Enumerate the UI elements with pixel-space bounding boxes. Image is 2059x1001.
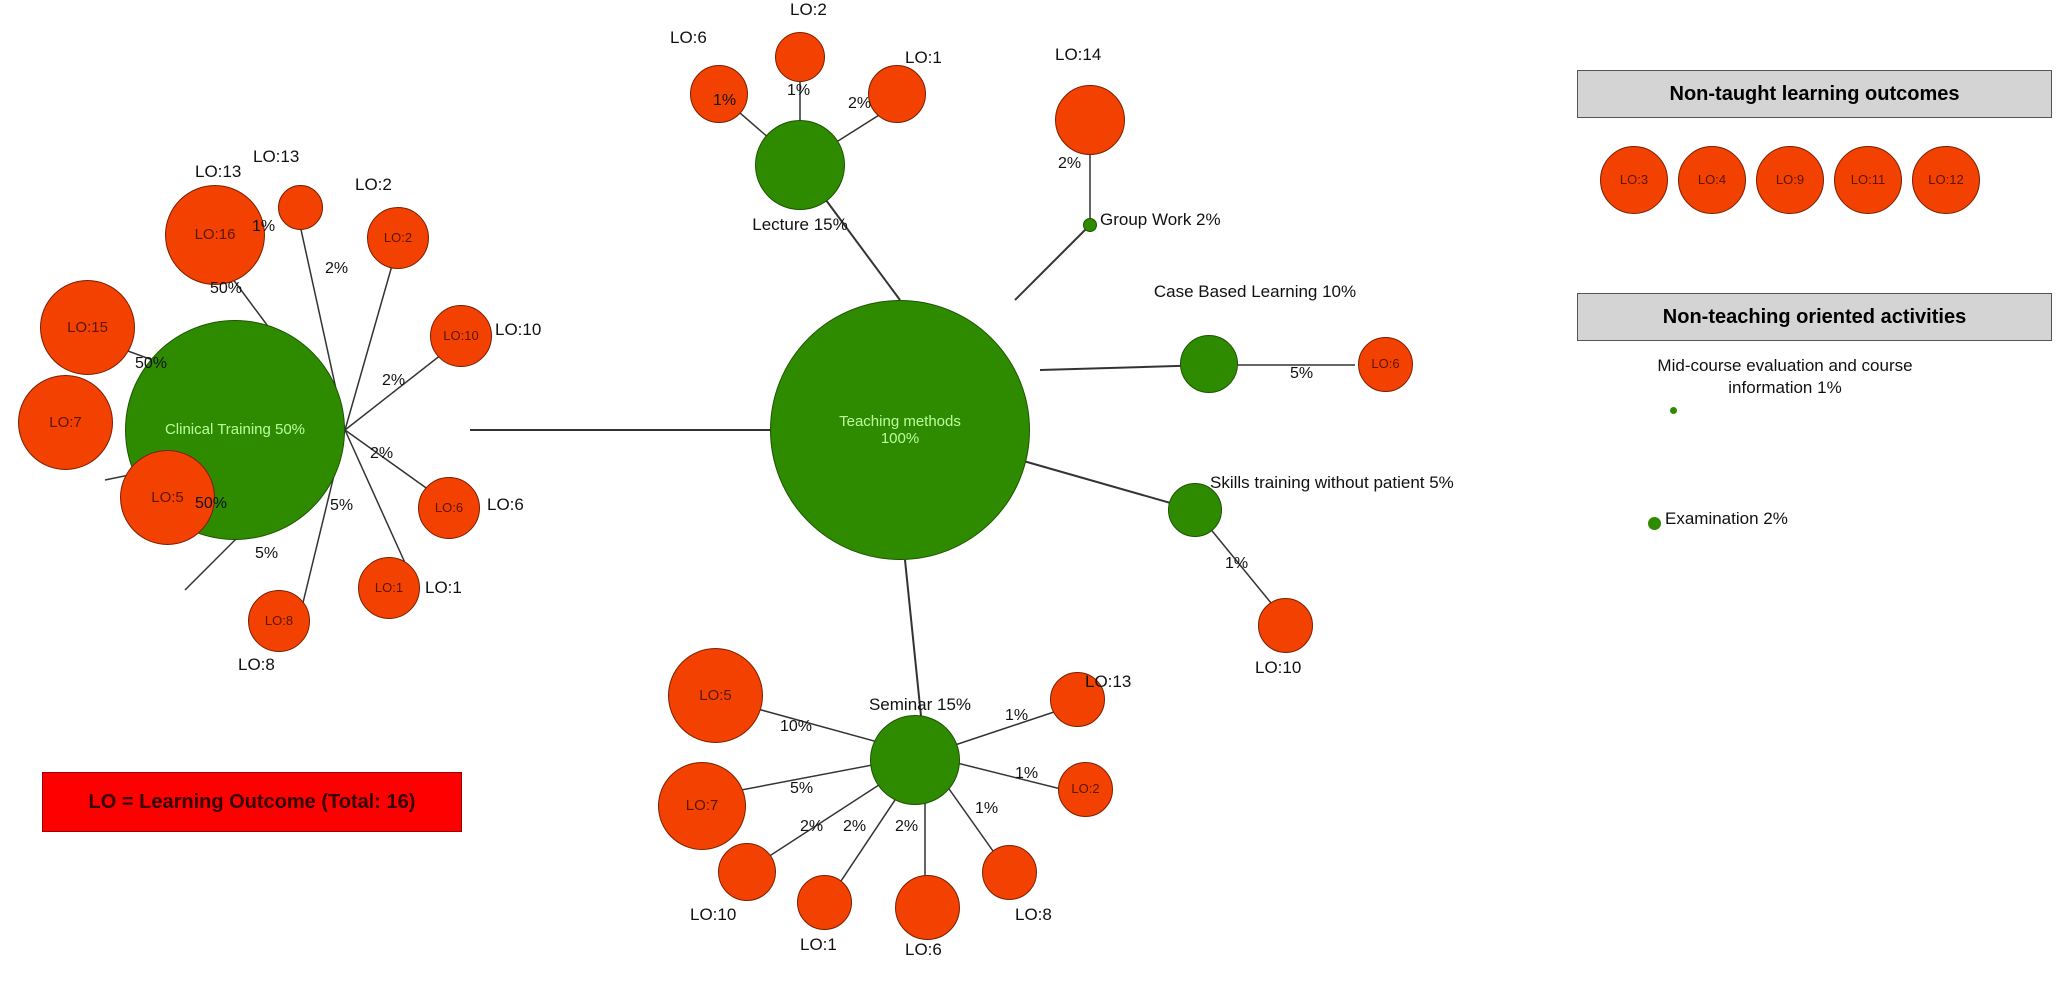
network-diagram-canvas: Teaching methods 100% Clinical Training … — [0, 0, 2059, 1001]
edge-pct-clinical-lo6: 2% — [370, 445, 393, 463]
activity-dot-examination — [1648, 517, 1661, 530]
activity-text-midcourse: Mid-course evaluation and course informa… — [1650, 355, 1920, 399]
lo-node-10-seminar[interactable] — [718, 843, 776, 901]
node-seminar[interactable] — [870, 715, 960, 805]
lo-node-5-clinical[interactable]: LO:5 — [120, 450, 215, 545]
nontaught-node-2[interactable]: LO:9 — [1756, 146, 1824, 214]
lo-outside-label-10-clinical: LO:10 — [495, 320, 541, 340]
cluster-label-clinical-training: Clinical Training 50% — [165, 421, 305, 438]
lo-node-1-seminar[interactable] — [797, 875, 852, 930]
node-lecture[interactable] — [755, 120, 845, 210]
cluster-label-seminar: Seminar 15% — [869, 695, 971, 715]
lo-outside-label-14-group-work: LO:14 — [1055, 45, 1101, 65]
lo-node-7-seminar[interactable]: LO:7 — [658, 762, 746, 850]
node-group-work[interactable] — [1083, 218, 1097, 232]
lo-node-6-case-based[interactable]: LO:6 — [1358, 337, 1413, 392]
cluster-label-skills-training: Skills training without patient 5% — [1210, 473, 1490, 493]
lo-outside-label-16: LO:13 — [195, 162, 241, 182]
edge-pct-seminar-lo2: 1% — [1015, 765, 1038, 783]
edge-pct-seminar-lo13: 1% — [1005, 707, 1028, 725]
edge-pct-seminar-lo1: 2% — [843, 818, 866, 836]
lo-outside-label-10-seminar: LO:10 — [690, 905, 736, 925]
activity-text-examination: Examination 2% — [1665, 508, 1925, 530]
nontaught-node-1[interactable]: LO:4 — [1678, 146, 1746, 214]
lo-node-2-lecture[interactable] — [775, 32, 825, 82]
lo-node-10-clinical[interactable]: LO:10 — [430, 305, 492, 367]
lo-node-2-clinical[interactable]: LO:2 — [367, 207, 429, 269]
lo-node-1-clinical[interactable]: LO:1 — [358, 557, 420, 619]
lo-node-7-clinical[interactable]: LO:7 — [18, 375, 113, 470]
lo-outside-label-1-lecture: LO:1 — [905, 48, 942, 68]
edge-pct-clinical-lo8: 5% — [255, 545, 278, 563]
lo-node-6-lecture[interactable] — [690, 65, 748, 123]
lo-node-8-clinical[interactable]: LO:8 — [248, 590, 310, 652]
lo-node-5-seminar[interactable]: LO:5 — [668, 648, 763, 743]
lo-outside-label-2-clinical: LO:2 — [355, 175, 392, 195]
edge-pct-clinical-lo1: 5% — [330, 497, 353, 515]
lo-node-2-seminar[interactable]: LO:2 — [1058, 762, 1113, 817]
cluster-label-case-based-learning: Case Based Learning 10% — [1125, 282, 1385, 302]
lo-outside-label-6-lecture: LO:6 — [670, 28, 707, 48]
lo-node-8-seminar[interactable] — [982, 845, 1037, 900]
edge-pct-skills-lo10: 1% — [1225, 555, 1248, 573]
lo-node-15-clinical[interactable]: LO:15 — [40, 280, 135, 375]
lo-outside-label-6-clinical: LO:6 — [487, 495, 524, 515]
lo-outside-label-1-seminar: LO:1 — [800, 935, 837, 955]
edge-pct-seminar-lo5: 10% — [780, 718, 812, 736]
lo-node-16-clinical[interactable]: LO:16 — [165, 185, 265, 285]
lo-outside-label-13-clinical: LO:13 — [253, 147, 299, 167]
lo-node-14-group-work[interactable] — [1055, 85, 1125, 155]
cluster-label-lecture: Lecture 15% — [752, 215, 847, 235]
nontaught-node-4[interactable]: LO:12 — [1912, 146, 1980, 214]
legend-box-lo-definition: LO = Learning Outcome (Total: 16) — [42, 772, 462, 832]
lo-node-6-seminar[interactable] — [895, 875, 960, 940]
lo-node-6-clinical[interactable]: LO:6 — [418, 477, 480, 539]
node-skills-training[interactable] — [1168, 483, 1222, 537]
edge-pct-lecture-lo2: 1% — [787, 82, 810, 100]
central-node-pct: 100% — [839, 430, 961, 447]
edge-pct-group-work-lo14: 2% — [1058, 155, 1081, 173]
edge-pct-case-based-lo6: 5% — [1290, 365, 1313, 383]
lo-node-10-skills[interactable] — [1258, 598, 1313, 653]
lo-outside-label-10-skills: LO:10 — [1255, 658, 1301, 678]
panel-header-non-taught: Non-taught learning outcomes — [1577, 70, 2052, 118]
lo-outside-label-8-clinical: LO:8 — [238, 655, 275, 675]
lo-node-13-seminar[interactable] — [1050, 672, 1105, 727]
cluster-label-group-work: Group Work 2% — [1100, 210, 1221, 230]
node-case-based-learning[interactable] — [1180, 335, 1238, 393]
edge-pct-seminar-lo6: 2% — [895, 818, 918, 836]
edge-pct-clinical-lo10: 2% — [382, 372, 405, 390]
nontaught-node-3[interactable]: LO:11 — [1834, 146, 1902, 214]
lo-outside-label-2-lecture: LO:2 — [790, 0, 827, 20]
lo-node-13-clinical[interactable] — [278, 185, 323, 230]
nontaught-node-0[interactable]: LO:3 — [1600, 146, 1668, 214]
activity-dot-midcourse — [1670, 407, 1677, 414]
lo-outside-label-6-seminar: LO:6 — [905, 940, 942, 960]
lo-outside-label-1-clinical: LO:1 — [425, 578, 462, 598]
edge-pct-seminar-lo7: 5% — [790, 780, 813, 798]
central-node-label: Teaching methods — [839, 413, 961, 430]
lo-outside-label-8-seminar: LO:8 — [1015, 905, 1052, 925]
edge-pct-seminar-lo10: 2% — [800, 818, 823, 836]
edge-pct-clinical-lo2: 2% — [325, 260, 348, 278]
lo-node-1-lecture[interactable] — [868, 65, 926, 123]
panel-header-non-teaching-activities: Non-teaching oriented activities — [1577, 293, 2052, 341]
edge-pct-seminar-lo8: 1% — [975, 800, 998, 818]
node-teaching-methods[interactable]: Teaching methods 100% — [770, 300, 1030, 560]
